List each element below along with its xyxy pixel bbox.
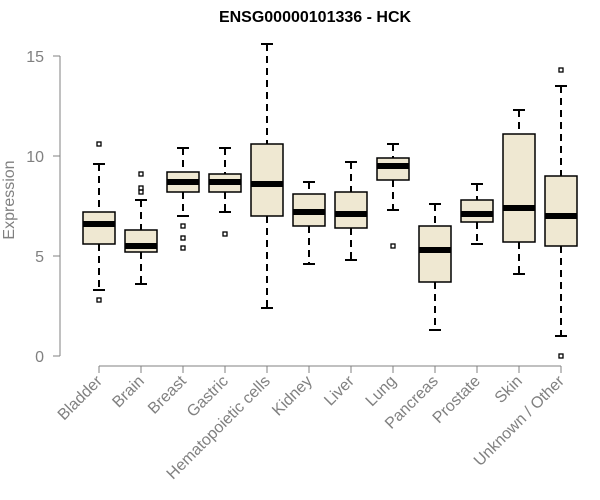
box-lung (376, 143, 410, 249)
outlier-point (138, 171, 144, 177)
outlier-point (138, 189, 144, 195)
outlier-point (180, 223, 186, 229)
outlier-point (96, 141, 102, 147)
x-tick-label-kidney: Kidney (269, 373, 316, 420)
box-brain (124, 171, 158, 285)
box-skin (502, 109, 536, 275)
iqr-box (250, 143, 284, 217)
x-tick-label-brain: Brain (109, 373, 147, 411)
box-prostate (460, 183, 494, 245)
outlier-point (96, 297, 102, 303)
iqr-box (82, 211, 116, 245)
y-tick-label: 15 (26, 49, 44, 66)
box-pancreas (418, 203, 452, 331)
outlier-point (390, 243, 396, 249)
box-unknown-other (544, 67, 578, 359)
outlier-point (180, 235, 186, 241)
outlier-point (558, 353, 564, 359)
box-plot-series (82, 43, 578, 359)
iqr-box (502, 133, 536, 243)
box-kidney (292, 181, 326, 265)
x-tick-label-liver: Liver (321, 372, 358, 409)
x-tick-label-bladder: Bladder (55, 372, 106, 423)
outlier-point (222, 231, 228, 237)
y-tick-label: 0 (35, 349, 44, 366)
y-tick-label: 5 (35, 249, 44, 266)
y-tick-label: 10 (26, 149, 44, 166)
box-hematopoietic-cells (250, 43, 284, 309)
chart-title: ENSG00000101336 - HCK (219, 9, 412, 26)
outlier-point (180, 245, 186, 251)
box-bladder (82, 141, 116, 303)
outlier-point (558, 67, 564, 73)
iqr-box (418, 225, 452, 283)
x-tick-label-breast: Breast (145, 372, 190, 417)
iqr-box (334, 191, 368, 229)
iqr-box (544, 175, 578, 247)
x-tick-label-lung: Lung (363, 373, 400, 410)
y-axis: 0 5 10 15 (26, 49, 61, 366)
box-gastric (208, 147, 242, 237)
y-axis-label: Expression (1, 160, 18, 239)
x-tick-label-skin: Skin (492, 373, 526, 407)
box-liver (334, 161, 368, 261)
box-breast (166, 147, 200, 251)
